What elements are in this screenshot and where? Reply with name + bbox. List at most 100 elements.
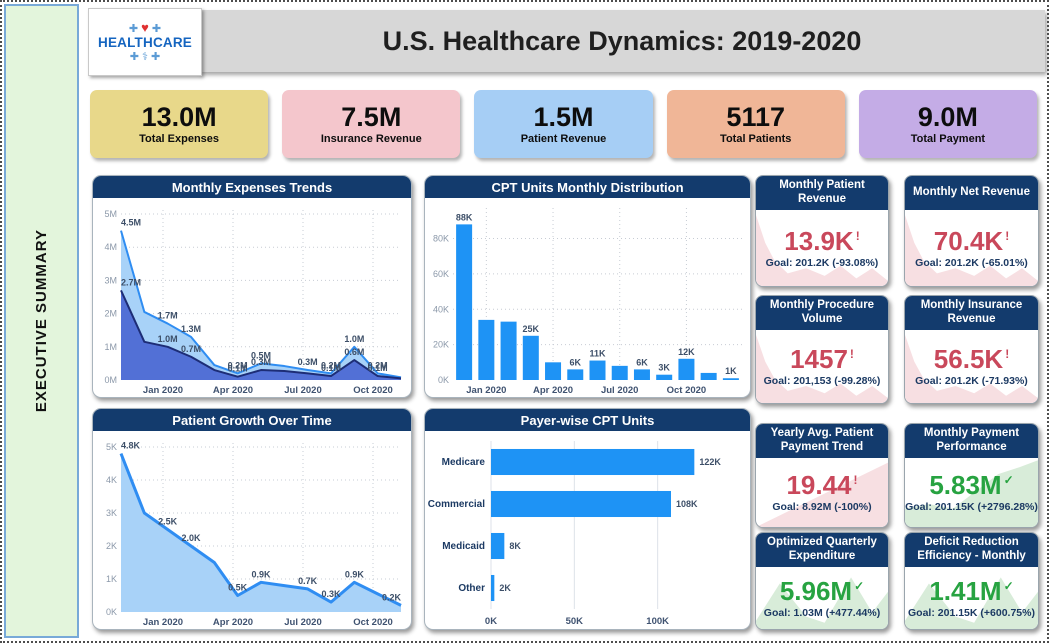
alert-icon: ! (853, 473, 858, 487)
monthly-expenses-trends-chart[interactable]: 0M 1M 2M 3M 4M 5M Jan 2020 Apr 2020 Jul 2020 Oct … (93, 198, 411, 397)
goal-value: 70.4K (933, 225, 1004, 256)
goal-target-text: Goal: 201.2K (-71.93%) (915, 375, 1028, 387)
goal-target-text: Goal: 201.2K (-65.01%) (915, 256, 1028, 269)
chart-title: CPT Units Monthly Distribution (425, 176, 750, 198)
check-icon: ✓ (854, 578, 865, 593)
goal-card-monthly-insurance-revenue: Monthly Insurance Revenue 56.5K! Goal: 2… (904, 295, 1039, 404)
svg-text:1K: 1K (725, 366, 737, 376)
svg-text:12K: 12K (678, 347, 695, 357)
payer-wise-cpt-units-chart[interactable]: 0K 50K 100K Medicare 122K Commercial 108K Medic… (425, 431, 750, 629)
payer-wise-cpt-units-card: Payer-wise CPT Units 0K 50K 100K Medicare 12… (424, 408, 751, 630)
title-banner: U.S. Healthcare Dynamics: 2019-2020 (199, 10, 1045, 72)
patient-growth-over-time-chart[interactable]: 0K 1K 2K 3K 4K 5K Jan 2020 Apr 2020 Jul 2020 Oct … (93, 431, 411, 629)
kpi-label: Insurance Revenue (320, 132, 422, 145)
goal-card-monthly-payment-performance: Monthly Payment Performance 5.83M ✓ Goal:… (904, 423, 1039, 528)
sparkline (756, 462, 888, 527)
svg-text:80K: 80K (433, 234, 449, 244)
svg-text:8K: 8K (509, 541, 521, 551)
sparkline (905, 215, 1038, 286)
goal-card-title: Deficit Reduction Efficiency - Monthly (905, 533, 1038, 567)
svg-text:1.0M: 1.0M (344, 334, 364, 344)
patient-growth-over-time-card: Patient Growth Over Time 0K 1K 2K 3K 4K 5K Jan… (92, 408, 412, 630)
goal-value: 1457 (790, 344, 848, 374)
kpi-label: Total Expenses (139, 132, 220, 145)
goal-target-text: Goal: 1.03M (+477.44%) (763, 606, 881, 619)
kpi-insurance-revenue: 7.5M Insurance Revenue (282, 90, 461, 158)
cpt-units-monthly-distribution-card: CPT Units Monthly Distribution 0K 20K 40K 6… (424, 175, 751, 398)
svg-text:Apr 2020: Apr 2020 (533, 385, 573, 396)
cpt-units-monthly-distribution-chart[interactable]: 0K 20K 40K 60K 80K Jan 2020 Apr 2020 Jul 2020 Oc… (425, 198, 750, 397)
kpi-total-expenses: 13.0M Total Expenses (90, 90, 269, 158)
logo-text: HEALTHCARE (98, 35, 192, 50)
svg-text:3K: 3K (106, 508, 117, 518)
svg-text:4.5M: 4.5M (121, 218, 141, 228)
goal-target-text: Goal: 201.2K (-93.08%) (765, 256, 879, 269)
svg-text:Medicaid: Medicaid (442, 541, 485, 552)
svg-text:0.3M: 0.3M (298, 357, 318, 367)
goal-target-text: Goal: 201,153 (-99.28%) (763, 375, 881, 387)
kpi-patient-revenue: 1.5M Patient Revenue (474, 90, 653, 158)
svg-text:6K: 6K (636, 357, 648, 367)
svg-text:5K: 5K (106, 442, 117, 452)
svg-text:0.7K: 0.7K (298, 576, 318, 586)
svg-text:25K: 25K (523, 324, 540, 334)
svg-text:Jan 2020: Jan 2020 (466, 385, 506, 396)
svg-text:1.0M: 1.0M (158, 334, 178, 344)
sparkline (756, 334, 888, 403)
svg-text:88K: 88K (456, 212, 473, 222)
goal-card-optimized-quarterly-expenditure: Optimized Quarterly Expenditure 5.96M ✓ G… (755, 532, 889, 630)
goal-target-text: Goal: 201.15K (+2796.28%) (905, 501, 1038, 513)
svg-text:3K: 3K (658, 363, 670, 373)
svg-text:0.7M: 0.7M (181, 344, 201, 354)
svg-text:Apr 2020: Apr 2020 (213, 617, 253, 628)
svg-text:40K: 40K (433, 304, 449, 314)
svg-text:100K: 100K (646, 616, 669, 627)
heart-icon: ♥ (141, 19, 149, 35)
kpi-value: 7.5M (341, 102, 402, 133)
medical-icons-top: ✚ ♥ ✚ (128, 19, 162, 35)
svg-text:0.5M: 0.5M (251, 350, 271, 360)
svg-text:122K: 122K (699, 457, 721, 467)
goal-card-title: Monthly Procedure Volume (756, 296, 888, 330)
svg-text:108K: 108K (676, 499, 698, 509)
kpi-value: 5117 (726, 102, 785, 133)
goal-card-monthly-net-revenue: Monthly Net Revenue 70.4K! Goal: 201.2K … (904, 175, 1039, 287)
sparkline (905, 577, 1038, 629)
svg-text:2.7M: 2.7M (121, 277, 141, 287)
goal-card-title: Yearly Avg. Patient Payment Trend (756, 424, 888, 458)
kpi-value: 9.0M (917, 102, 978, 133)
svg-text:Commercial: Commercial (428, 499, 485, 510)
svg-text:0K: 0K (438, 375, 449, 385)
svg-text:4K: 4K (106, 475, 117, 485)
svg-text:0.3M: 0.3M (251, 357, 271, 367)
svg-text:0.1M: 0.1M (321, 363, 341, 373)
goal-value: 56.5K (933, 344, 1004, 374)
kpi-card-row: 13.0M Total Expenses 7.5M Insurance Reve… (90, 90, 1038, 158)
svg-text:0.9K: 0.9K (345, 569, 365, 579)
svg-text:0.2M: 0.2M (228, 360, 248, 370)
kpi-total-payment: 9.0M Total Payment (858, 90, 1038, 158)
sparkline (905, 460, 1038, 527)
svg-text:Jul 2020: Jul 2020 (284, 385, 322, 396)
sparkline (756, 577, 888, 629)
kpi-value: 13.0M (141, 102, 217, 133)
sparkline (905, 334, 1038, 403)
svg-text:0.2M: 0.2M (368, 360, 388, 370)
svg-text:Oct 2020: Oct 2020 (353, 385, 393, 396)
svg-text:0K: 0K (485, 616, 497, 627)
svg-text:1.3M: 1.3M (181, 324, 201, 334)
svg-text:Other: Other (458, 583, 485, 594)
page-title: U.S. Healthcare Dynamics: 2019-2020 (382, 25, 862, 56)
check-icon: ✓ (1003, 473, 1014, 487)
chart-title: Monthly Expenses Trends (93, 176, 411, 198)
svg-text:0M: 0M (104, 375, 117, 385)
svg-text:Jan 2020: Jan 2020 (143, 617, 183, 628)
chart-title: Payer-wise CPT Units (425, 409, 750, 431)
svg-text:4M: 4M (104, 242, 117, 252)
goal-value: 5.96M (779, 575, 853, 606)
alert-icon: ! (1005, 228, 1010, 243)
svg-text:0.1M: 0.1M (228, 364, 248, 374)
svg-text:0.5K: 0.5K (228, 583, 248, 593)
goal-target-text: Goal: 8.92M (-100%) (772, 501, 872, 513)
